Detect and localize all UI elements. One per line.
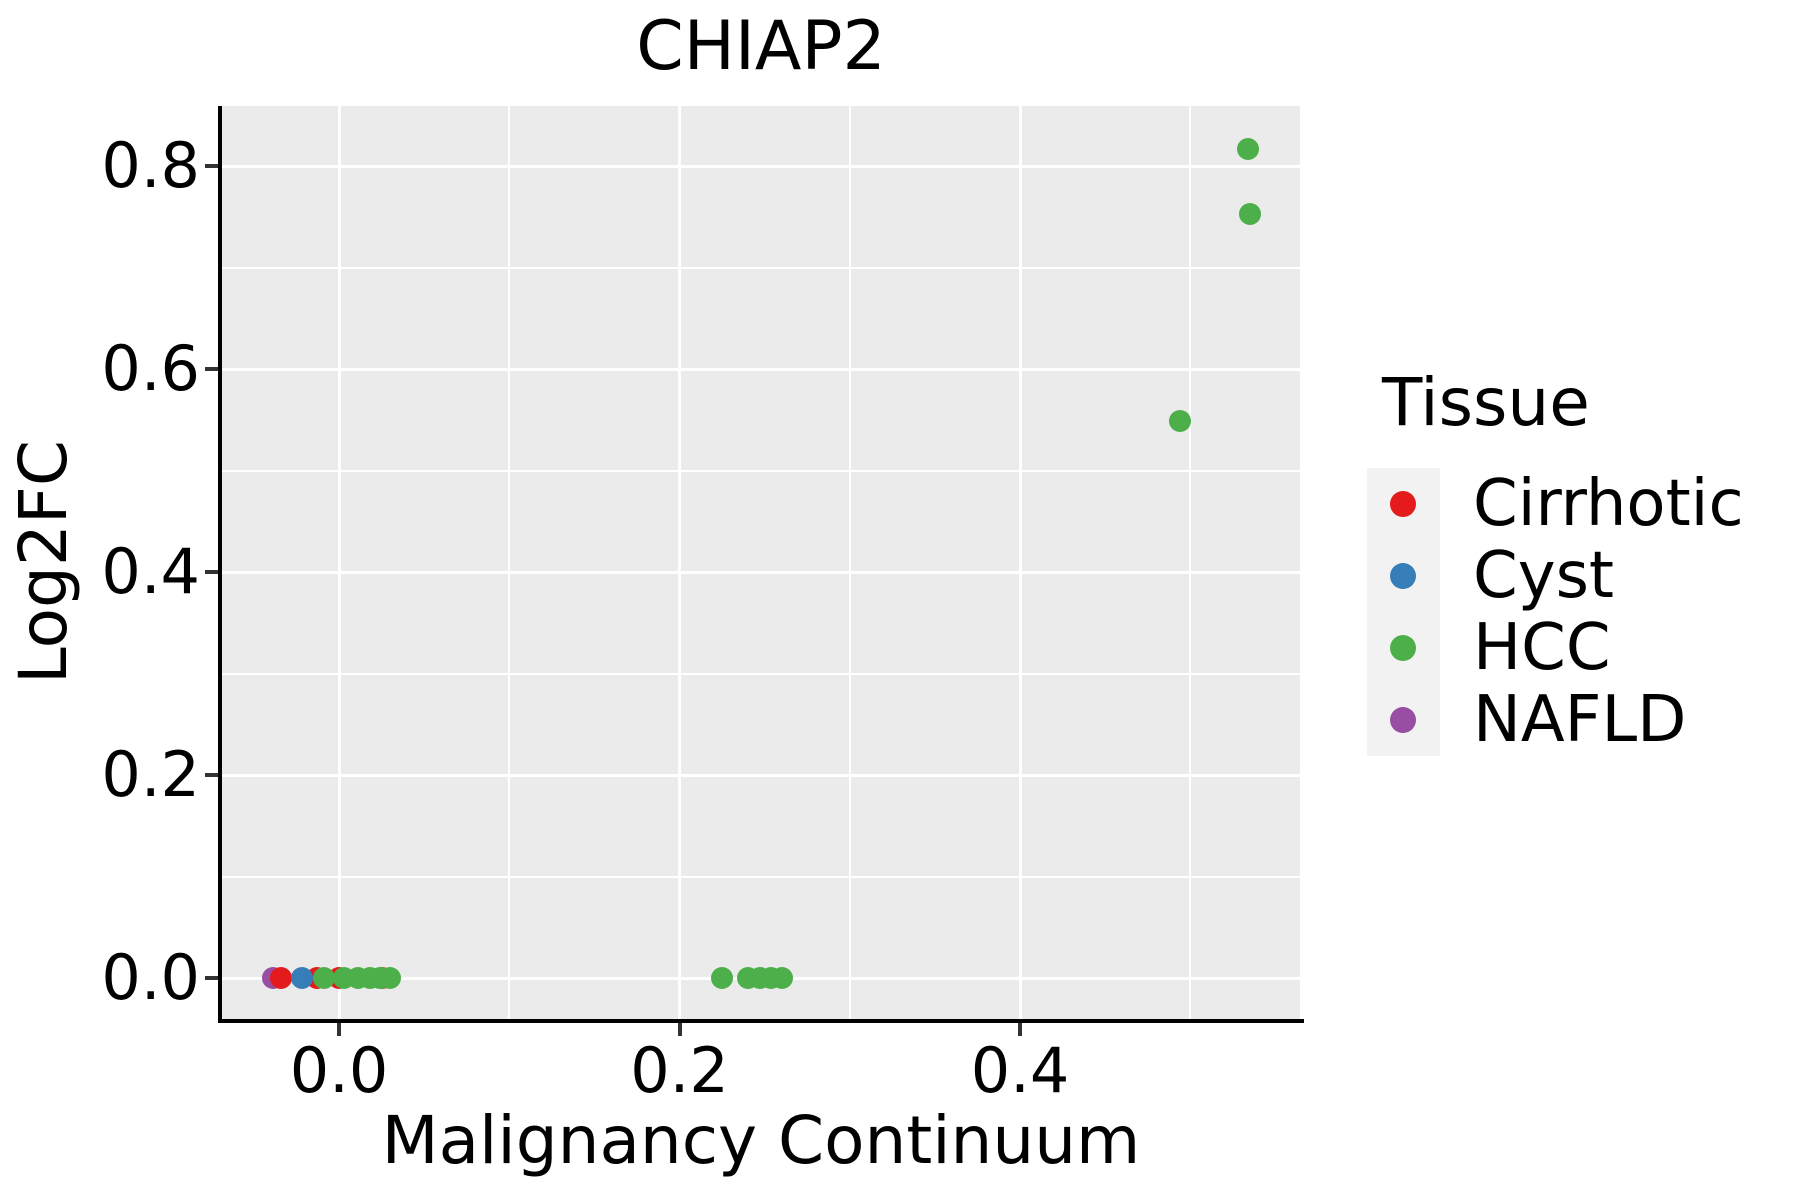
legend-label: HCC	[1473, 611, 1611, 685]
y-tick-label: 0.8	[101, 129, 200, 202]
hcc-dot-icon	[1390, 635, 1416, 661]
x-tick	[1018, 1023, 1022, 1036]
y-major-gridline	[222, 570, 1300, 574]
data-point-cyst	[290, 967, 313, 989]
x-minor-gridline	[1189, 106, 1192, 1019]
x-axis-label: Malignancy Continuum	[381, 1102, 1141, 1179]
x-minor-gridline	[508, 106, 511, 1019]
x-tick-label: 0.2	[630, 1034, 729, 1107]
x-tick-label: 0.0	[289, 1034, 389, 1107]
y-tick	[205, 164, 218, 168]
x-minor-gridline	[848, 106, 851, 1019]
data-point-hcc	[1237, 137, 1260, 160]
y-major-gridline	[222, 367, 1300, 371]
x-major-gridline	[337, 106, 341, 1019]
data-point-cirrhotic	[270, 967, 293, 989]
y-tick-label: 0.0	[101, 941, 200, 1014]
y-tick-label: 0.4	[101, 535, 200, 608]
cyst-dot-icon	[1390, 563, 1416, 589]
data-point-hcc	[312, 967, 335, 989]
plot-title: CHIAP2	[636, 7, 886, 86]
legend-entry-nafld: NAFLD	[1367, 684, 1800, 756]
y-tick-label: 0.6	[101, 332, 200, 405]
y-major-gridline	[222, 773, 1300, 777]
y-axis-line	[218, 106, 222, 1023]
y-tick	[205, 976, 218, 980]
data-point-hcc	[1169, 409, 1192, 432]
y-axis-label: Log2FC	[5, 440, 82, 684]
y-minor-gridline	[222, 875, 1300, 878]
y-tick	[205, 570, 218, 574]
x-axis-line	[218, 1019, 1304, 1023]
y-tick	[205, 367, 218, 371]
cirrhotic-dot-icon	[1390, 491, 1416, 517]
data-point-hcc	[711, 967, 734, 989]
y-major-gridline	[222, 164, 1300, 168]
nafld-dot-icon	[1390, 707, 1416, 733]
x-major-gridline	[678, 106, 681, 1019]
y-tick	[205, 773, 218, 777]
data-point-hcc	[770, 967, 793, 989]
data-point-hcc	[379, 967, 402, 989]
plot-panel	[222, 106, 1300, 1019]
legend-title: Tissue	[1382, 364, 1590, 441]
data-point-hcc	[1238, 202, 1261, 225]
x-tick-label: 0.4	[970, 1034, 1070, 1107]
legend-label: Cyst	[1473, 539, 1614, 613]
x-tick	[677, 1023, 682, 1036]
legend-label: NAFLD	[1473, 683, 1687, 757]
y-minor-gridline	[222, 672, 1300, 675]
legend-entry-cyst: Cyst	[1367, 540, 1800, 612]
legend-entry-hcc: HCC	[1367, 612, 1800, 684]
y-tick-label: 0.2	[101, 738, 200, 811]
x-major-gridline	[1018, 106, 1022, 1019]
x-tick	[337, 1023, 341, 1036]
legend-entry-cirrhotic: Cirrhotic	[1367, 468, 1800, 540]
y-minor-gridline	[222, 266, 1300, 269]
legend-label: Cirrhotic	[1473, 467, 1744, 541]
y-minor-gridline	[222, 469, 1300, 472]
